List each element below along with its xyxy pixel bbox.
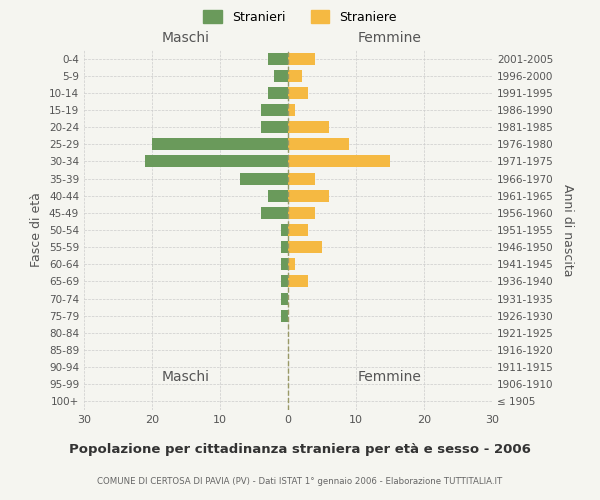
Bar: [268, 190, 288, 202]
Bar: [261, 104, 288, 116]
Bar: [152, 138, 288, 150]
Y-axis label: Anni di nascita: Anni di nascita: [560, 184, 574, 276]
Bar: [288, 138, 349, 150]
Bar: [268, 52, 288, 64]
Text: Maschi: Maschi: [162, 370, 210, 384]
Text: Maschi: Maschi: [162, 31, 210, 45]
Bar: [281, 241, 288, 253]
Bar: [288, 190, 329, 202]
Y-axis label: Fasce di età: Fasce di età: [31, 192, 43, 268]
Bar: [274, 70, 288, 82]
Bar: [145, 156, 288, 168]
Bar: [288, 156, 390, 168]
Bar: [288, 52, 315, 64]
Bar: [288, 207, 315, 219]
Bar: [288, 121, 329, 133]
Bar: [261, 121, 288, 133]
Bar: [261, 207, 288, 219]
Text: Femmine: Femmine: [358, 31, 422, 45]
Bar: [281, 292, 288, 304]
Bar: [281, 224, 288, 236]
Bar: [288, 172, 315, 184]
Bar: [281, 258, 288, 270]
Bar: [241, 172, 288, 184]
Text: Popolazione per cittadinanza straniera per età e sesso - 2006: Popolazione per cittadinanza straniera p…: [69, 442, 531, 456]
Bar: [288, 104, 295, 116]
Text: Femmine: Femmine: [358, 370, 422, 384]
Bar: [288, 70, 302, 82]
Bar: [288, 87, 308, 99]
Bar: [268, 87, 288, 99]
Bar: [288, 276, 308, 287]
Bar: [288, 241, 322, 253]
Bar: [281, 310, 288, 322]
Legend: Stranieri, Straniere: Stranieri, Straniere: [199, 6, 401, 28]
Text: COMUNE DI CERTOSA DI PAVIA (PV) - Dati ISTAT 1° gennaio 2006 - Elaborazione TUTT: COMUNE DI CERTOSA DI PAVIA (PV) - Dati I…: [97, 478, 503, 486]
Bar: [288, 224, 308, 236]
Bar: [288, 258, 295, 270]
Bar: [281, 276, 288, 287]
